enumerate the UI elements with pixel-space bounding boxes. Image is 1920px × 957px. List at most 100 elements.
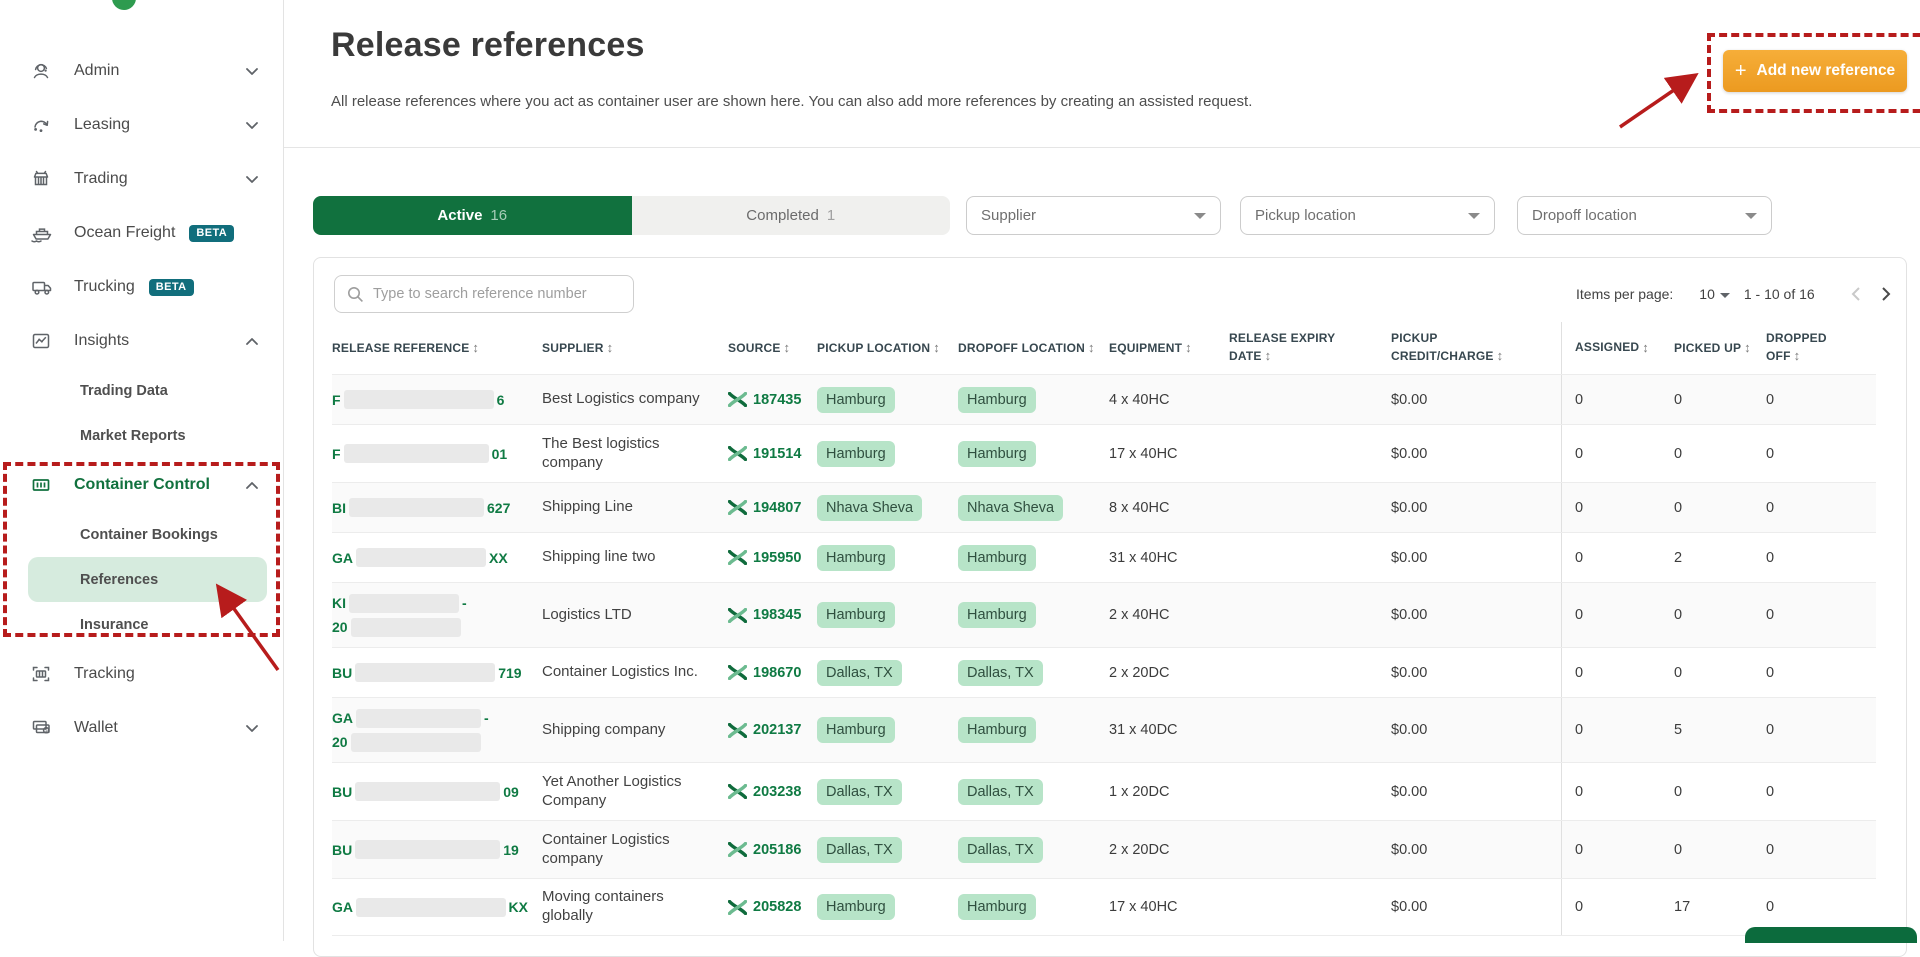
- pagination: Items per page: 10 1 - 10 of 16: [1576, 275, 1901, 313]
- search-input[interactable]: [373, 286, 621, 302]
- chevron-down-icon: [1719, 292, 1730, 298]
- page-size-select[interactable]: 10: [1699, 286, 1730, 302]
- column-header-dropoff-location[interactable]: DROPOFF LOCATION ↕: [958, 339, 1095, 355]
- previous-page-button[interactable]: [1841, 279, 1871, 309]
- cell-supplier: Container Logistics company: [542, 830, 670, 867]
- redaction-box: [343, 390, 494, 410]
- sidebar-item-insights[interactable]: Insights: [0, 314, 283, 368]
- cell-release-expiry-date: [1229, 607, 1391, 623]
- chevron-down-icon: [245, 121, 259, 130]
- cell-pickup-location: Nhava Sheva: [817, 487, 958, 529]
- cell-source: 187435: [728, 384, 817, 416]
- sidebar-item-admin[interactable]: Admin: [0, 44, 283, 98]
- main-content: Release references All release reference…: [284, 0, 1920, 957]
- column-header-assigned[interactable]: ASSIGNED ↕: [1561, 322, 1674, 375]
- cell-supplier: Shipping line two: [542, 548, 656, 566]
- cell-equipment: 2 x 20DC: [1109, 841, 1170, 858]
- sidebar-subitem-trading-data[interactable]: Trading Data: [80, 382, 168, 399]
- xchange-source-icon: [728, 665, 747, 681]
- sidebar-subitem-market-reports[interactable]: Market Reports: [80, 427, 186, 444]
- sort-icon: ↕: [472, 339, 480, 355]
- cell-pickup-location: Hamburg: [817, 379, 958, 421]
- search-icon: [348, 286, 363, 302]
- cell-supplier: Yet Another Logistics Company: [542, 772, 682, 809]
- cell-dropoff-location: Dallas, TX: [958, 652, 1109, 694]
- location-pill: Nhava Sheva: [817, 494, 923, 521]
- sidebar-subitem-references[interactable]: References: [28, 557, 267, 602]
- cell-release-reference[interactable]: BI 627: [332, 498, 511, 518]
- sort-icon: ↕: [1264, 348, 1272, 364]
- column-header-pickup-credit-charge[interactable]: PICKUP CREDIT/CHARGE ↕: [1391, 331, 1504, 364]
- cell-release-reference[interactable]: GA KX: [332, 897, 528, 917]
- cell-release-reference[interactable]: KI -20: [332, 593, 467, 637]
- location-pill: Hamburg: [817, 544, 895, 571]
- cell-dropped-off: 0: [1766, 391, 1775, 408]
- table-row: KI -20 Logistics LTD 198345 Hamburg Hambu…: [332, 582, 1876, 648]
- dropoff-location-filter-dropdown[interactable]: Dropoff location: [1517, 196, 1772, 235]
- sort-icon: ↕: [606, 339, 614, 355]
- chat-widget[interactable]: [1745, 927, 1917, 943]
- sidebar-item-trucking[interactable]: Trucking BETA: [0, 260, 283, 314]
- sidebar-item-wallet[interactable]: $ Wallet: [0, 701, 283, 755]
- column-header-release-reference[interactable]: RELEASE REFERENCE ↕: [332, 339, 480, 355]
- sidebar-subitem-insurance[interactable]: Insurance: [80, 616, 149, 633]
- table-row: GA XX Shipping line two 195950 Hamburg Ha…: [332, 532, 1876, 583]
- location-pill: Nhava Sheva: [958, 494, 1064, 521]
- leasing-icon: [30, 114, 56, 136]
- sidebar-item-trading[interactable]: Trading: [0, 152, 283, 206]
- cell-dropped-off: 0: [1766, 607, 1775, 624]
- cell-dropoff-location: Hamburg: [958, 594, 1109, 636]
- container-icon: [30, 474, 56, 496]
- tab-completed[interactable]: Completed 1: [631, 196, 950, 235]
- cell-picked-up: 0: [1674, 664, 1683, 681]
- sidebar-item-tracking[interactable]: Tracking: [0, 647, 283, 701]
- sidebar-item-leasing[interactable]: Leasing: [0, 98, 283, 152]
- cell-picked-up: 0: [1674, 607, 1683, 624]
- sidebar-subitem-container-bookings[interactable]: Container Bookings: [80, 526, 218, 543]
- cell-dropoff-location: Hamburg: [958, 709, 1109, 751]
- header-divider: [284, 147, 1920, 148]
- column-header-release-expiry-date[interactable]: RELEASE EXPIRY DATE ↕: [1229, 331, 1336, 364]
- admin-icon: [30, 60, 56, 82]
- cell-dropoff-location: Hamburg: [958, 379, 1109, 421]
- redaction-box: [356, 897, 506, 917]
- cell-release-reference[interactable]: GA XX: [332, 548, 508, 568]
- search-box[interactable]: [334, 275, 634, 313]
- cell-release-reference[interactable]: GA -20: [332, 708, 489, 752]
- column-header-picked-up[interactable]: PICKED UP ↕: [1674, 339, 1751, 355]
- table-row: BU 719 Container Logistics Inc. 198670 Da…: [332, 647, 1876, 698]
- cell-release-reference[interactable]: BU 719: [332, 663, 522, 683]
- sidebar-item-ocean-freight[interactable]: Ocean Freight BETA: [0, 206, 283, 260]
- column-header-source[interactable]: SOURCE ↕: [728, 339, 791, 355]
- cell-assigned: 0: [1561, 648, 1674, 698]
- sort-icon: ↕: [1793, 348, 1801, 364]
- cell-dropoff-location: Hamburg: [958, 433, 1109, 475]
- cell-release-reference[interactable]: BU 19: [332, 840, 519, 860]
- cell-supplier: Moving containers globally: [542, 888, 664, 925]
- column-header-supplier[interactable]: SUPPLIER ↕: [542, 339, 614, 355]
- column-header-dropped-off[interactable]: DROPPED OFF ↕: [1766, 331, 1827, 364]
- add-new-reference-button[interactable]: + Add new reference: [1723, 50, 1907, 92]
- cell-supplier: Best Logistics company: [542, 390, 700, 408]
- tab-active[interactable]: Active 16: [313, 196, 632, 235]
- cell-assigned: 0: [1561, 821, 1674, 879]
- app-logo: [112, 0, 136, 10]
- cell-dropped-off: 0: [1766, 722, 1775, 739]
- references-table-card: Items per page: 10 1 - 10 of 16 RELEASE: [313, 257, 1907, 957]
- sidebar: Admin Leasing Trading Ocean Freight BETA Truc…: [0, 0, 284, 941]
- redaction-box: [355, 663, 496, 683]
- column-header-equipment[interactable]: EQUIPMENT ↕: [1109, 339, 1192, 355]
- xchange-source-icon: [728, 550, 747, 566]
- column-header-pickup-location[interactable]: PICKUP LOCATION ↕: [817, 339, 940, 355]
- pickup-location-filter-dropdown[interactable]: Pickup location: [1240, 196, 1495, 235]
- items-per-page-label: Items per page:: [1576, 286, 1674, 302]
- supplier-filter-dropdown[interactable]: Supplier: [966, 196, 1221, 235]
- xchange-source-icon: [728, 722, 747, 738]
- cell-pickup-credit-charge: $0.00: [1391, 549, 1428, 566]
- cell-release-reference[interactable]: BU 09: [332, 782, 519, 802]
- sidebar-item-container-control[interactable]: Container Control: [0, 458, 283, 512]
- next-page-button[interactable]: [1871, 279, 1901, 309]
- cell-release-reference[interactable]: F 01: [332, 444, 508, 464]
